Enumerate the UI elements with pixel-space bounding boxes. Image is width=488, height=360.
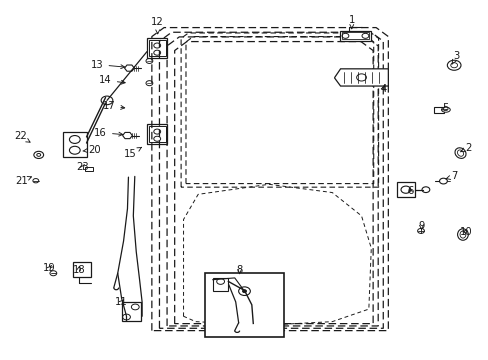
Text: 10: 10 xyxy=(459,227,472,237)
Text: 19: 19 xyxy=(43,263,56,273)
Polygon shape xyxy=(334,69,387,86)
Bar xyxy=(149,40,165,56)
Bar xyxy=(63,132,86,157)
Bar xyxy=(73,262,91,277)
Polygon shape xyxy=(124,65,134,71)
Text: 11: 11 xyxy=(115,297,128,307)
Text: 4: 4 xyxy=(380,84,386,94)
Bar xyxy=(205,273,283,337)
Text: 21: 21 xyxy=(15,176,31,186)
Bar xyxy=(433,107,444,113)
Text: 6: 6 xyxy=(407,186,413,197)
Ellipse shape xyxy=(457,150,463,156)
Text: 5: 5 xyxy=(441,103,447,113)
Text: 20: 20 xyxy=(83,145,101,155)
Text: 14: 14 xyxy=(99,75,125,85)
Circle shape xyxy=(242,290,246,293)
Bar xyxy=(339,31,370,41)
Bar xyxy=(147,125,167,144)
Ellipse shape xyxy=(459,231,465,238)
Text: 1: 1 xyxy=(348,15,354,28)
Text: 23: 23 xyxy=(76,162,89,172)
Bar xyxy=(396,182,414,197)
Text: 16: 16 xyxy=(94,128,122,138)
Bar xyxy=(147,39,167,58)
Text: 12: 12 xyxy=(151,17,164,34)
Text: 9: 9 xyxy=(417,221,424,230)
Text: 13: 13 xyxy=(91,59,124,69)
Bar xyxy=(122,302,141,321)
Polygon shape xyxy=(122,132,132,139)
Ellipse shape xyxy=(457,229,468,240)
Bar xyxy=(341,32,368,40)
Text: 22: 22 xyxy=(14,131,30,142)
Text: 3: 3 xyxy=(451,51,459,64)
Bar xyxy=(212,278,228,291)
Text: 8: 8 xyxy=(236,265,242,275)
Ellipse shape xyxy=(454,148,465,158)
Text: 15: 15 xyxy=(123,147,142,159)
Text: 17: 17 xyxy=(102,101,124,111)
Text: 18: 18 xyxy=(72,265,85,275)
Text: 2: 2 xyxy=(459,143,471,153)
Bar xyxy=(84,167,93,171)
Ellipse shape xyxy=(441,107,449,112)
Text: 7: 7 xyxy=(445,171,456,181)
Bar xyxy=(149,126,165,142)
